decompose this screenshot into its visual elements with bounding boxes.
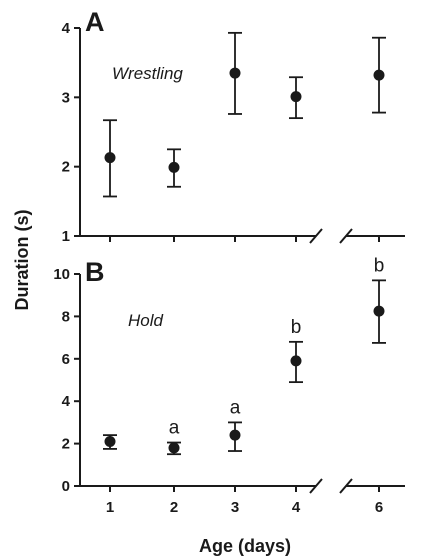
data-point xyxy=(290,91,302,103)
panel-a-y-tick-label: 2 xyxy=(62,159,70,176)
panel-b-y-tick-label: 10 xyxy=(53,266,70,283)
x-tick-label: 6 xyxy=(375,499,383,516)
panel-b-letter: B xyxy=(85,257,105,287)
panel-b-y-tick-label: 2 xyxy=(62,436,70,453)
panel-b-y-tick-label: 8 xyxy=(62,308,70,325)
panel-b-axis-break-mark xyxy=(309,478,323,494)
panel-a: A Wrestling 1 2 3 4 xyxy=(62,7,405,245)
panel-a-y-tick-label: 1 xyxy=(62,228,70,245)
panel-a-y-tick-label: 4 xyxy=(62,20,71,37)
data-point xyxy=(104,435,116,447)
panel-b-behavior-label: Hold xyxy=(128,311,164,330)
x-tick-label: 3 xyxy=(231,499,239,516)
significance-label: b xyxy=(291,317,302,338)
panel-a-letter: A xyxy=(85,7,105,37)
x-tick-label: 1 xyxy=(106,499,114,516)
x-tick-label: 2 xyxy=(170,499,178,516)
x-axis-title: Age (days) xyxy=(199,536,291,556)
data-point xyxy=(229,429,241,441)
panel-b-y-tick-label: 0 xyxy=(62,478,70,495)
x-tick-label: 4 xyxy=(292,499,301,516)
data-point xyxy=(290,355,302,367)
significance-label: a xyxy=(230,397,241,418)
significance-label: a xyxy=(169,418,180,439)
data-point xyxy=(229,67,241,79)
panel-a-behavior-label: Wrestling xyxy=(112,64,183,83)
data-point xyxy=(373,69,385,81)
data-point xyxy=(168,442,180,454)
panel-a-axis-break-mark xyxy=(339,228,353,244)
panel-b-y-tick-label: 6 xyxy=(62,351,70,368)
panel-a-axis-break-mark xyxy=(309,228,323,244)
data-point xyxy=(373,305,385,317)
data-point xyxy=(104,152,116,164)
significance-label: b xyxy=(374,255,385,276)
y-axis-title: Duration (s) xyxy=(12,209,32,310)
panel-b-axis-break-mark xyxy=(339,478,353,494)
data-point xyxy=(168,161,180,173)
panel-a-y-tick-label: 3 xyxy=(62,89,70,106)
panel-b-y-tick-label: 4 xyxy=(62,393,71,410)
